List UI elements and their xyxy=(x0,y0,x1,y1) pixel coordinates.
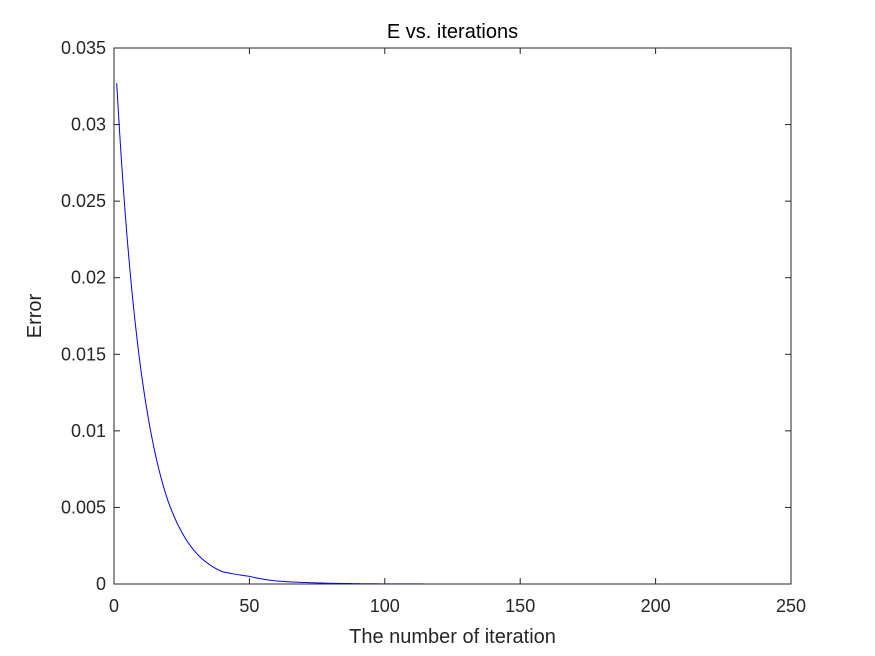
y-tick-label: 0.025 xyxy=(61,191,106,211)
y-tick-label: 0.03 xyxy=(71,115,106,135)
x-tick-label: 200 xyxy=(641,596,671,616)
plot-area xyxy=(114,48,791,584)
y-tick-label: 0.015 xyxy=(61,344,106,364)
x-axis-ticks: 0 50 100 150 200 250 xyxy=(109,48,806,616)
x-axis-label: The number of iteration xyxy=(349,626,556,648)
x-tick-label: 250 xyxy=(776,596,806,616)
y-tick-label: 0.02 xyxy=(71,268,106,288)
y-axis-ticks: 0 0.005 0.01 0.015 0.02 0.025 0.03 0.035 xyxy=(61,38,791,594)
x-tick-label: 100 xyxy=(370,596,400,616)
y-tick-label: 0.01 xyxy=(71,421,106,441)
y-tick-label: 0 xyxy=(96,574,106,594)
x-tick-label: 150 xyxy=(505,596,535,616)
y-tick-label: 0.035 xyxy=(61,38,106,58)
x-tick-label: 50 xyxy=(239,596,259,616)
y-tick-label: 0.005 xyxy=(61,497,106,517)
plot-box xyxy=(113,47,792,585)
x-tick-label: 0 xyxy=(109,596,119,616)
y-axis-label: Error xyxy=(24,293,46,338)
chart-title: E vs. iterations xyxy=(387,21,518,43)
